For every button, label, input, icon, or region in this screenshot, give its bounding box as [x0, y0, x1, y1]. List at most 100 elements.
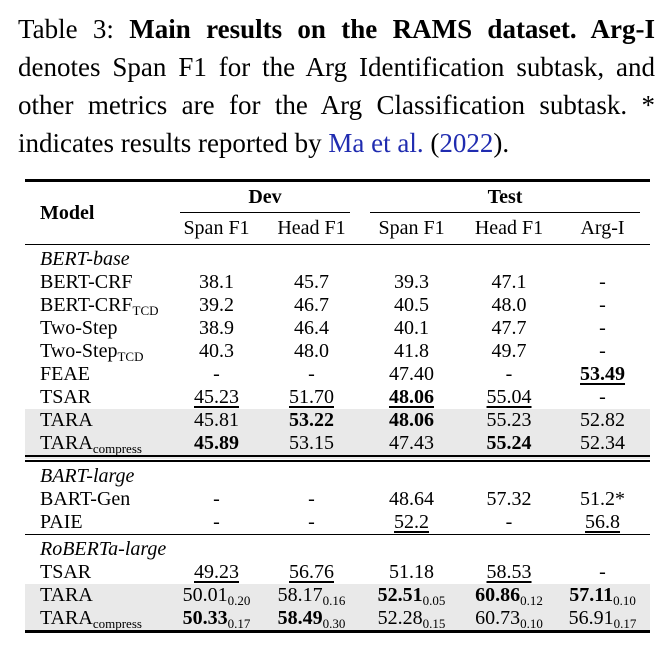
value-cell: -	[555, 340, 650, 363]
value-text: 45.81	[194, 409, 239, 431]
section-header-row: RoBERTa-large	[25, 535, 650, 562]
table-row: TARAcompress 50.330.17 58.490.30 52.280.15 6…	[25, 607, 651, 633]
col-header-dev-head-f1: Head F1	[263, 212, 361, 245]
value-text: -	[599, 340, 606, 362]
std-subscript: 0.17	[227, 616, 251, 631]
value-text: 58.17	[277, 584, 323, 606]
value-cell: 47.1	[463, 271, 555, 294]
value-cell: 48.06	[360, 386, 463, 409]
value-cell: 49.23	[170, 561, 263, 584]
section-header-row: BERT-base	[25, 245, 650, 272]
value-text: 41.8	[394, 340, 430, 362]
table-row: TARA 45.81 53.22 48.06 55.23 52.82	[25, 409, 651, 432]
model-cell: TARA	[25, 584, 170, 607]
model-cell: BERT-CRF	[40, 271, 133, 293]
caption-title-bold: Main results on the RAMS dataset. Arg-I	[129, 14, 655, 44]
value-cell: -	[555, 561, 650, 584]
model-cell: TARAcompress	[25, 432, 170, 462]
value-cell: -	[170, 363, 263, 386]
value-cell: 57.32	[463, 488, 555, 511]
section-label: BART-large	[40, 465, 135, 487]
value-cell: 46.4	[263, 317, 360, 340]
value-text: 47.1	[491, 271, 527, 293]
section-label: RoBERTa-large	[40, 538, 167, 560]
value-text: 51.70	[289, 386, 334, 408]
model-subscript: compress	[92, 616, 142, 631]
value-cell: 51.70	[263, 386, 360, 409]
value-text: 46.4	[294, 317, 329, 339]
value-cell: -	[555, 317, 650, 340]
table-row: TARA 50.010.20 58.170.16 52.510.05 60.860.12…	[25, 584, 651, 608]
results-table: Model Dev Test Span F1 Head F1 Span F1 H…	[25, 179, 651, 633]
value-text: 46.7	[294, 294, 329, 316]
value-text: 40.3	[199, 340, 234, 362]
std-subscript: 0.10	[613, 593, 636, 608]
value-text: 45.89	[194, 432, 239, 454]
value-text: 53.15	[289, 432, 334, 454]
header-subcol-row: Span F1 Head F1 Span F1 Head F1 Arg-I	[25, 212, 651, 245]
value-cell: -	[555, 271, 650, 294]
std-subscript: 0.16	[322, 593, 346, 608]
value-text: 55.04	[486, 386, 532, 408]
value-text: 39.3	[394, 271, 430, 293]
value-cell: 51.2*	[555, 488, 650, 511]
value-cell: 45.7	[263, 271, 360, 294]
header-group-row: Model Dev Test	[25, 180, 650, 245]
value-text: -	[308, 363, 315, 385]
value-cell: 53.15	[263, 432, 361, 462]
value-text: -	[213, 511, 220, 533]
citation-year-link[interactable]: 2022	[439, 128, 494, 158]
model-cell: FEAE	[40, 363, 90, 385]
value-cell: 45.81	[170, 409, 263, 432]
value-cell: 45.23	[170, 386, 263, 409]
std-subscript: 0.12	[520, 593, 543, 608]
col-header-test-head-f1: Head F1	[463, 212, 556, 245]
table-row: FEAE - - 47.40 - 53.49	[25, 363, 650, 386]
value-text: 60.86	[475, 584, 521, 606]
value-text: 60.73	[475, 607, 521, 629]
value-text: 38.9	[199, 317, 234, 339]
value-text: -	[599, 294, 606, 316]
model-subscript: compress	[92, 441, 142, 456]
value-cell: 60.860.12	[463, 584, 556, 608]
value-cell: 56.8	[555, 511, 651, 535]
value-cell: -	[555, 386, 650, 409]
value-cell: 52.280.15	[360, 607, 464, 633]
model-subscript: TCD	[132, 303, 159, 318]
caption-body: denotes Span F1 for the Arg Identificati…	[18, 52, 655, 158]
value-cell: 38.1	[170, 271, 263, 294]
value-cell: 38.9	[170, 317, 263, 340]
value-text: 56.8	[585, 511, 621, 533]
caption-prefix: Table 3:	[18, 14, 130, 44]
value-cell: 51.18	[360, 561, 463, 584]
value-text: 55.23	[486, 409, 532, 431]
value-text: 52.82	[580, 409, 626, 431]
value-cell: 52.34	[555, 432, 651, 462]
value-cell: 52.2	[360, 511, 464, 535]
col-header-dev-span-f1: Span F1	[170, 212, 263, 245]
col-header-model: Model	[25, 180, 170, 245]
value-text: 51.18	[389, 561, 435, 583]
section-header-row: BART-large	[25, 459, 650, 489]
value-cell: 48.06	[360, 409, 464, 432]
value-text: 51.2*	[580, 488, 626, 510]
table-row: TSAR 49.23 56.76 51.18 58.53 -	[25, 561, 650, 584]
value-text: 52.2	[394, 511, 430, 533]
value-text: 48.64	[389, 488, 435, 510]
value-cell: 48.64	[360, 488, 463, 511]
value-cell: -	[170, 488, 263, 511]
model-cell: PAIE	[25, 511, 170, 535]
value-cell: 40.3	[170, 340, 263, 363]
value-text: 58.49	[277, 607, 323, 629]
value-text: 57.32	[486, 488, 532, 510]
model-cell: TSAR	[40, 561, 92, 583]
citation-link[interactable]: Ma et al.	[328, 128, 424, 158]
value-cell: 50.330.17	[170, 607, 263, 633]
value-text: -	[308, 511, 315, 533]
value-text: 57.11	[569, 584, 614, 606]
value-cell: 58.170.16	[263, 584, 361, 608]
value-text: -	[599, 386, 606, 408]
value-cell: -	[463, 511, 556, 535]
value-cell: 47.7	[463, 317, 555, 340]
value-text: -	[308, 488, 315, 510]
